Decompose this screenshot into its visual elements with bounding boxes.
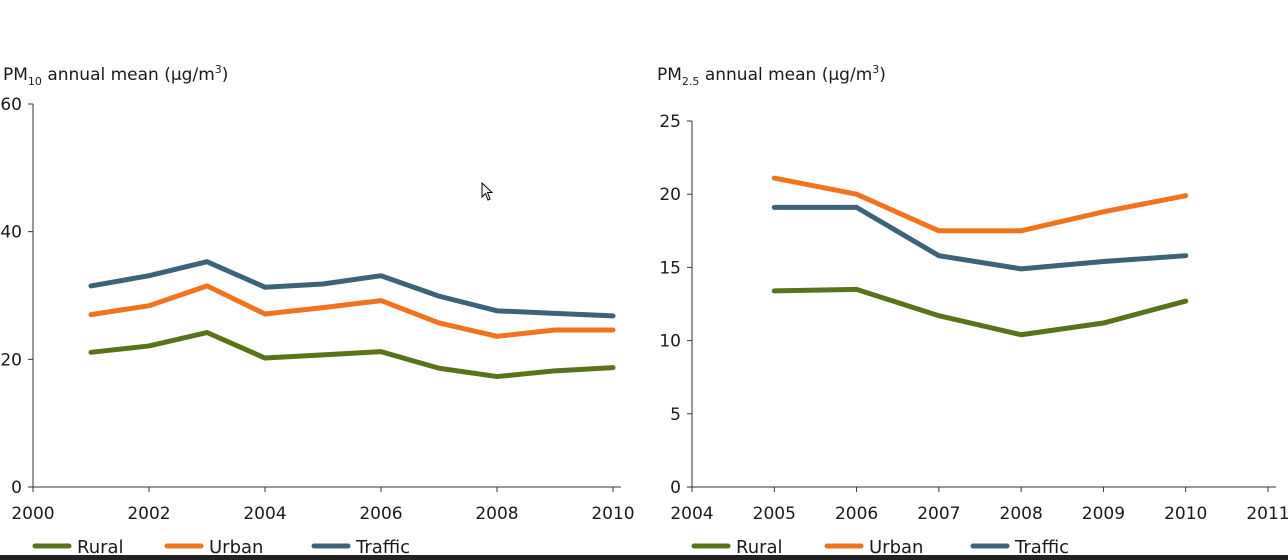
- chart-1-x-tick-label: 2006: [359, 504, 402, 524]
- chart-1-line-traffic: [88, 259, 616, 319]
- chart-2-title-end: ): [879, 65, 886, 85]
- bottom-rule: [0, 555, 1288, 560]
- chart-2-y-tick-label: 0: [670, 478, 681, 498]
- chart-2-x-tick-label: 2006: [835, 504, 878, 524]
- chart-2-title-superscript: 3: [872, 63, 879, 76]
- chart-2-y-tick-label: 15: [659, 258, 681, 278]
- chart-1: PM10 annual mean (µg/m3) 0 20 40 60 2000 2002 2…: [0, 63, 634, 558]
- chart-1-title-subscript: 10: [28, 75, 42, 88]
- chart-2-x-tick-label: 2010: [1164, 504, 1207, 524]
- chart-2-y-tick-label: 5: [670, 405, 681, 425]
- chart-2-title-prefix: PM: [657, 65, 682, 85]
- chart-1-title: PM10 annual mean (µg/m3): [3, 63, 228, 88]
- chart-1-y-tick-label: 60: [0, 95, 22, 115]
- mouse-cursor-icon: [481, 182, 494, 201]
- chart-2-y-tick-label: 20: [659, 185, 681, 205]
- chart-1-legend-label-traffic: Traffic: [355, 537, 410, 558]
- chart-1-x-tick-label: 2008: [475, 504, 518, 524]
- chart-2-y-tick-label: 10: [659, 332, 681, 352]
- chart-2-title: PM2.5 annual mean (µg/m3): [657, 63, 886, 88]
- chart-2-x-tick-label: 2004: [670, 504, 713, 524]
- chart-2-y-tick-label: 25: [659, 112, 681, 132]
- chart-1-line-urban: [88, 283, 616, 339]
- chart-2-title-text: annual mean (µg/m: [699, 65, 872, 85]
- chart-1-x-tick-label: 2002: [127, 504, 170, 524]
- chart-2-line-rural: [771, 286, 1189, 338]
- chart-1-y-tick-label: 40: [0, 223, 22, 243]
- chart-2-x-tick-label: 2011: [1246, 504, 1288, 524]
- chart-2-line-traffic: [771, 204, 1189, 272]
- chart-1-title-prefix: PM: [3, 65, 28, 85]
- chart-1-x-tick-label: 2000: [11, 504, 54, 524]
- chart-1-x-tick-label: 2004: [243, 504, 286, 524]
- chart-2-legend-label-traffic: Traffic: [1014, 537, 1069, 558]
- chart-1-title-text: annual mean (µg/m: [42, 65, 215, 85]
- chart-2-x-tick-label: 2005: [753, 504, 796, 524]
- chart-2-legend-label-urban: Urban: [869, 537, 923, 558]
- chart-1-legend-label-rural: Rural: [77, 537, 124, 558]
- chart-1-title-end: ): [222, 65, 229, 85]
- chart-1-title-superscript: 3: [215, 63, 222, 76]
- chart-2-x-tick-label: 2008: [1000, 504, 1043, 524]
- chart-2-legend-label-rural: Rural: [736, 537, 783, 558]
- chart-2-x-tick-label: 2007: [917, 504, 960, 524]
- chart-1-y-tick-label: 0: [11, 478, 22, 498]
- chart-2-x-tick-label: 2009: [1082, 504, 1125, 524]
- chart-1-line-rural: [88, 330, 616, 380]
- chart-2-title-subscript: 2.5: [682, 75, 700, 88]
- chart-1-y-tick-label: 20: [0, 350, 22, 370]
- chart-2-line-urban: [771, 175, 1189, 234]
- chart-1-x-tick-label: 2010: [591, 504, 634, 524]
- chart-2: PM2.5 annual mean (µg/m3) 0 5 10 15 20 25 2004 2…: [657, 63, 1288, 558]
- chart-1-legend-label-urban: Urban: [209, 537, 263, 558]
